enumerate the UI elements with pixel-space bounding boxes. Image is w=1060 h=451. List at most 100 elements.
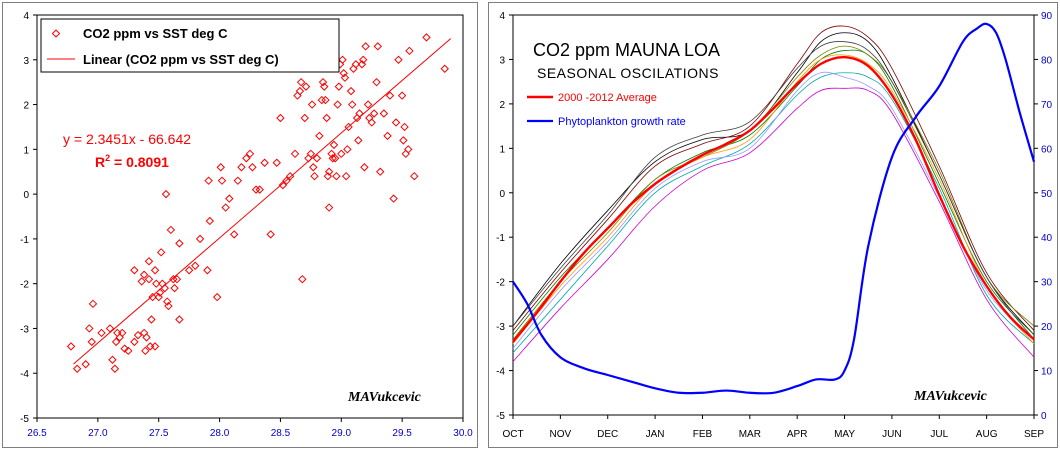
- x-tick-label: 26.5: [27, 428, 47, 439]
- data-point: [217, 176, 227, 185]
- data-point: [245, 149, 255, 159]
- year-series-line: [512, 45, 1035, 340]
- data-point: [113, 328, 122, 338]
- data-point: [422, 33, 431, 42]
- right-y-tick-label: 70: [1041, 100, 1053, 111]
- y-tick-label: 4: [23, 11, 29, 22]
- right-y-tick-label: 30: [1041, 278, 1053, 289]
- data-point: [169, 274, 178, 284]
- data-point: [184, 266, 194, 275]
- data-point: [205, 216, 215, 226]
- data-point: [372, 77, 381, 87]
- right-y-tick-label: 0: [1041, 411, 1047, 422]
- data-point: [81, 360, 90, 369]
- data-point: [221, 203, 230, 212]
- data-point: [343, 145, 352, 154]
- legend-marker-scatter: [51, 29, 61, 38]
- data-point: [338, 55, 347, 64]
- data-point: [324, 203, 334, 212]
- signature: MAVukcevic: [347, 390, 422, 405]
- data-point: [401, 149, 411, 159]
- data-point: [323, 171, 333, 181]
- data-point: [307, 100, 317, 109]
- data-point: [385, 91, 395, 100]
- data-point: [322, 113, 331, 123]
- data-point: [172, 274, 182, 284]
- data-point: [272, 158, 281, 167]
- data-point: [328, 154, 337, 163]
- data-point: [344, 122, 353, 132]
- legend-label-average: 2000 -2012 Average: [558, 92, 657, 104]
- x-tick-label: DEC: [597, 429, 618, 440]
- data-point: [355, 109, 364, 118]
- data-point: [397, 91, 407, 100]
- trendline: [73, 38, 452, 365]
- right-y-tick-label: 40: [1041, 233, 1053, 244]
- data-point: [175, 239, 184, 248]
- x-tick-label: 29.5: [392, 428, 412, 439]
- data-point: [357, 60, 367, 69]
- data-point: [334, 82, 344, 91]
- signature: MAVukcevic: [913, 389, 988, 404]
- data-point: [363, 100, 373, 109]
- data-point: [108, 355, 117, 364]
- data-point: [141, 346, 150, 356]
- data-point: [191, 261, 200, 270]
- data-point: [404, 145, 413, 154]
- x-tick-label: SEP: [1024, 429, 1044, 440]
- data-point: [440, 64, 449, 73]
- left-y-tick-label: 3: [499, 55, 505, 66]
- chart-title: CO2 ppm MAUNA LOA: [533, 40, 720, 60]
- data-point: [348, 100, 357, 109]
- data-point: [301, 82, 311, 91]
- data-point: [110, 364, 120, 373]
- data-point: [295, 86, 305, 96]
- r-squared: R2 = 0.8091: [95, 153, 169, 170]
- right-y-tick-label: 50: [1041, 189, 1053, 200]
- data-point: [152, 279, 161, 288]
- data-point: [148, 292, 157, 302]
- scatter-chart-panel: -5 -4 -3 -2 -1 0 1 2 3 4 26.5 27.0 27.5 28.0 28.5 29.0 2…: [2, 2, 478, 448]
- data-point: [163, 297, 172, 306]
- data-point: [321, 95, 330, 105]
- data-point: [216, 163, 225, 172]
- data-point: [195, 234, 205, 244]
- data-point: [233, 176, 243, 185]
- data-point: [410, 171, 419, 181]
- x-tick-label: FEB: [693, 429, 713, 440]
- x-tick-label: JUN: [882, 429, 901, 440]
- scatter-chart: -5 -4 -3 -2 -1 0 1 2 3 4 26.5 27.0 27.5 28.0 28.5 29.0 2…: [20, 11, 473, 439]
- data-point: [160, 283, 170, 293]
- data-point: [373, 42, 383, 51]
- data-point: [161, 189, 171, 199]
- data-point: [260, 158, 269, 167]
- y-tick-label: -2: [20, 280, 29, 291]
- data-point: [329, 140, 339, 150]
- data-point: [290, 149, 300, 159]
- data-point: [310, 171, 319, 181]
- data-point: [175, 315, 184, 324]
- data-point: [300, 113, 309, 123]
- data-point: [156, 248, 166, 257]
- data-point: [324, 167, 334, 176]
- left-y-tick-label: 4: [499, 11, 505, 22]
- year-series-line: [512, 41, 1035, 340]
- data-point: [139, 270, 149, 279]
- average-series-line: [512, 56, 1035, 343]
- data-point: [255, 185, 264, 194]
- seasonal-chart-panel: -5 -4 -3 -2 -1 0 1 2 3 4 0 10 20 30 40 50 60 70 80 90 OCT NOV…: [488, 2, 1058, 448]
- left-y-tick-label: 0: [499, 189, 505, 200]
- left-y-tick-label: -3: [496, 322, 505, 333]
- right-y-tick-label: 10: [1041, 367, 1053, 378]
- x-tick-label: 28.5: [271, 428, 291, 439]
- data-point: [339, 69, 348, 78]
- right-y-tick-label: 60: [1041, 144, 1053, 155]
- year-series-line: [512, 72, 1035, 354]
- data-point: [358, 55, 368, 64]
- data-point: [164, 301, 173, 311]
- year-series-line: [512, 54, 1035, 345]
- data-point: [312, 154, 322, 163]
- data-point: [394, 55, 403, 64]
- data-point: [105, 324, 115, 333]
